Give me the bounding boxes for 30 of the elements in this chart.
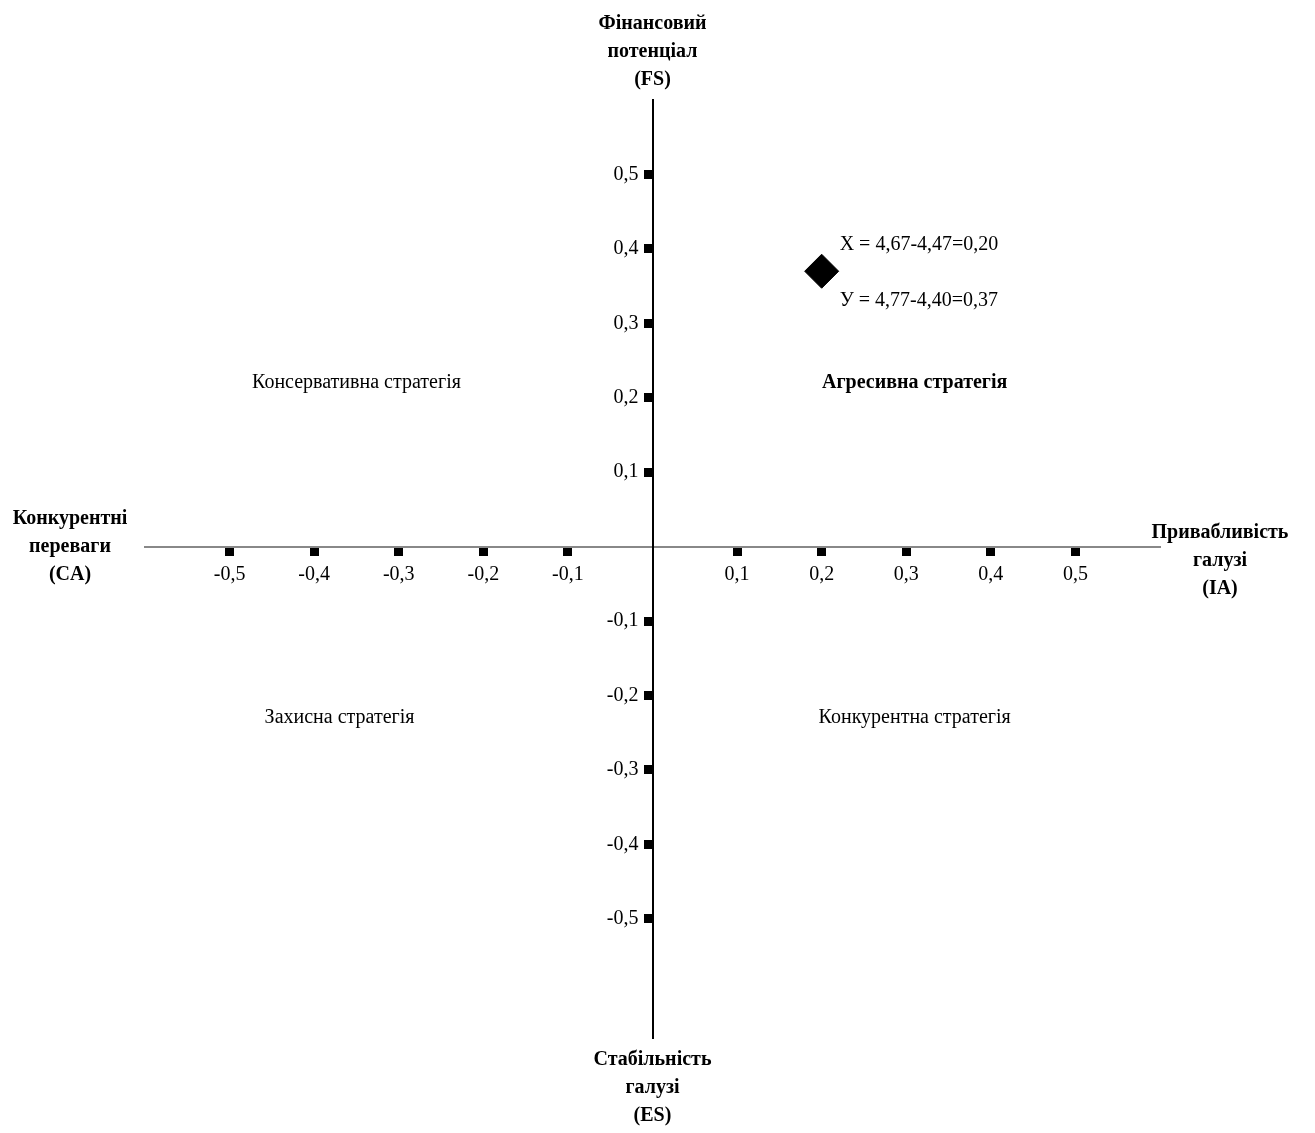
x-axis-title: Привабливість галузі (IA): [1151, 519, 1289, 599]
annotation: Конкурентна стратегія: [818, 705, 1011, 729]
y-tick-label: -0,3: [606, 757, 639, 780]
x-tick-label: 0,3: [893, 561, 919, 584]
x-tick-label: 0,4: [978, 561, 1004, 584]
x-tick-label: 0,1: [724, 561, 750, 584]
annotation: Х = 4,67-4,47=0,20: [839, 232, 999, 255]
x-tick-label: 0,2: [809, 561, 835, 584]
annotation: Захисна стратегія: [264, 705, 415, 729]
x-tick-label: -0,2: [467, 561, 500, 584]
y-axis-title: Фінансовий потенціал (FS): [598, 11, 707, 91]
x-tick-label: -0,3: [382, 561, 415, 584]
y-tick-label: -0,1: [606, 608, 639, 631]
annotation: Агресивна стратегія: [822, 370, 1008, 394]
y-tick-label: -0,2: [606, 682, 639, 705]
y-tick-label: 0,3: [613, 310, 639, 333]
x-tick-label: -0,4: [298, 561, 330, 584]
y-tick-label: -0,4: [606, 831, 639, 854]
annotation: У = 4,77-4,40=0,37: [839, 288, 999, 311]
text: Конкурентні переваги (CA): [12, 505, 128, 585]
y-tick-label: 0,5: [613, 161, 639, 184]
x-tick-label: 0,5: [1062, 561, 1088, 584]
y-tick-label: 0,4: [613, 236, 639, 259]
x-tick-label: -0,1: [552, 561, 584, 584]
text: Стабільність галузі (ES): [593, 1047, 712, 1127]
y-tick-label: -0,5: [606, 906, 639, 929]
annotation: Консервативна стратегія: [252, 370, 461, 394]
x-tick-label: -0,5: [213, 561, 246, 584]
y-tick-label: 0,2: [613, 385, 639, 408]
y-tick-label: 0,1: [613, 459, 639, 482]
